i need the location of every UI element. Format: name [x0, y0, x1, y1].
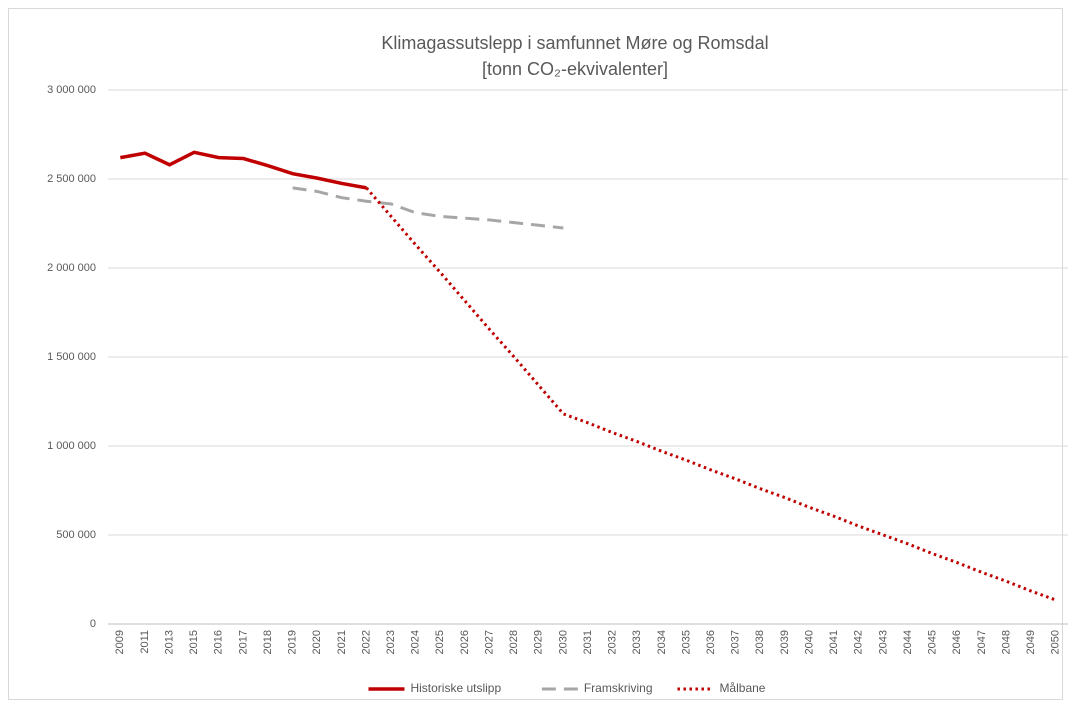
x-tick-label: 2042	[853, 630, 865, 654]
x-tick-label: 2036	[705, 630, 717, 654]
y-tick-label: 1 000 000	[47, 440, 96, 452]
x-tick-label: 2048	[1000, 630, 1012, 654]
y-tick-label: 2 000 000	[47, 262, 96, 274]
x-tick-label: 2016	[213, 630, 225, 654]
x-tick-label: 2044	[902, 630, 914, 654]
x-tick-label: 2025	[434, 630, 446, 654]
x-tick-label: 2022	[360, 630, 372, 654]
legend-label: Målbane	[719, 681, 765, 695]
x-tick-label: 2039	[779, 630, 791, 654]
line-series	[365, 186, 1057, 602]
x-tick-label: 2009	[114, 630, 126, 654]
x-tick-label: 2031	[582, 630, 594, 654]
x-tick-label: 2017	[237, 630, 249, 654]
chart-title: Klimagassutslepp i samfunnet Møre og Rom…	[381, 33, 768, 53]
line-series	[119, 150, 367, 190]
x-tick-label: 2045	[927, 630, 939, 654]
x-tick-label: 2034	[656, 630, 668, 654]
x-tick-label: 2035	[680, 630, 692, 654]
y-tick-label: 0	[90, 618, 96, 630]
x-tick-label: 2019	[287, 630, 299, 654]
y-tick-label: 3 000 000	[47, 84, 96, 96]
x-tick-label: 2043	[877, 630, 889, 654]
x-tick-label: 2046	[951, 630, 963, 654]
legend-label: Historiske utslipp	[410, 681, 501, 695]
x-tick-label: 2032	[607, 630, 619, 654]
x-tick-label: 2013	[163, 630, 175, 654]
x-tick-label: 2033	[631, 630, 643, 654]
x-tick-label: 2038	[754, 630, 766, 654]
chart-frame	[8, 8, 1063, 700]
line-series	[292, 186, 564, 230]
x-tick-label: 2026	[459, 630, 471, 654]
y-tick-label: 1 500 000	[47, 351, 96, 363]
y-tick-label: 500 000	[56, 529, 96, 541]
x-tick-label: 2037	[730, 630, 742, 654]
x-tick-label: 2018	[262, 630, 274, 654]
x-tick-label: 2049	[1025, 630, 1037, 654]
x-tick-label: 2027	[483, 630, 495, 654]
x-tick-label: 2030	[557, 630, 569, 654]
x-tick-label: 2047	[976, 630, 988, 654]
x-tick-label: 2050	[1050, 630, 1062, 654]
x-tick-label: 2020	[311, 630, 323, 654]
x-tick-label: 2029	[533, 630, 545, 654]
x-tick-label: 2024	[410, 630, 422, 654]
y-tick-label: 2 500 000	[47, 173, 96, 185]
chart-subtitle: [tonn CO₂-ekvivalenter]	[482, 59, 668, 79]
x-tick-label: 2028	[508, 630, 520, 654]
legend-label: Framskriving	[584, 681, 653, 695]
x-tick-label: 2011	[139, 630, 151, 654]
x-tick-label: 2023	[385, 630, 397, 654]
x-tick-label: 2040	[803, 630, 815, 654]
x-tick-label: 2021	[336, 630, 348, 654]
x-tick-label: 2041	[828, 630, 840, 654]
x-tick-label: 2015	[188, 630, 200, 654]
